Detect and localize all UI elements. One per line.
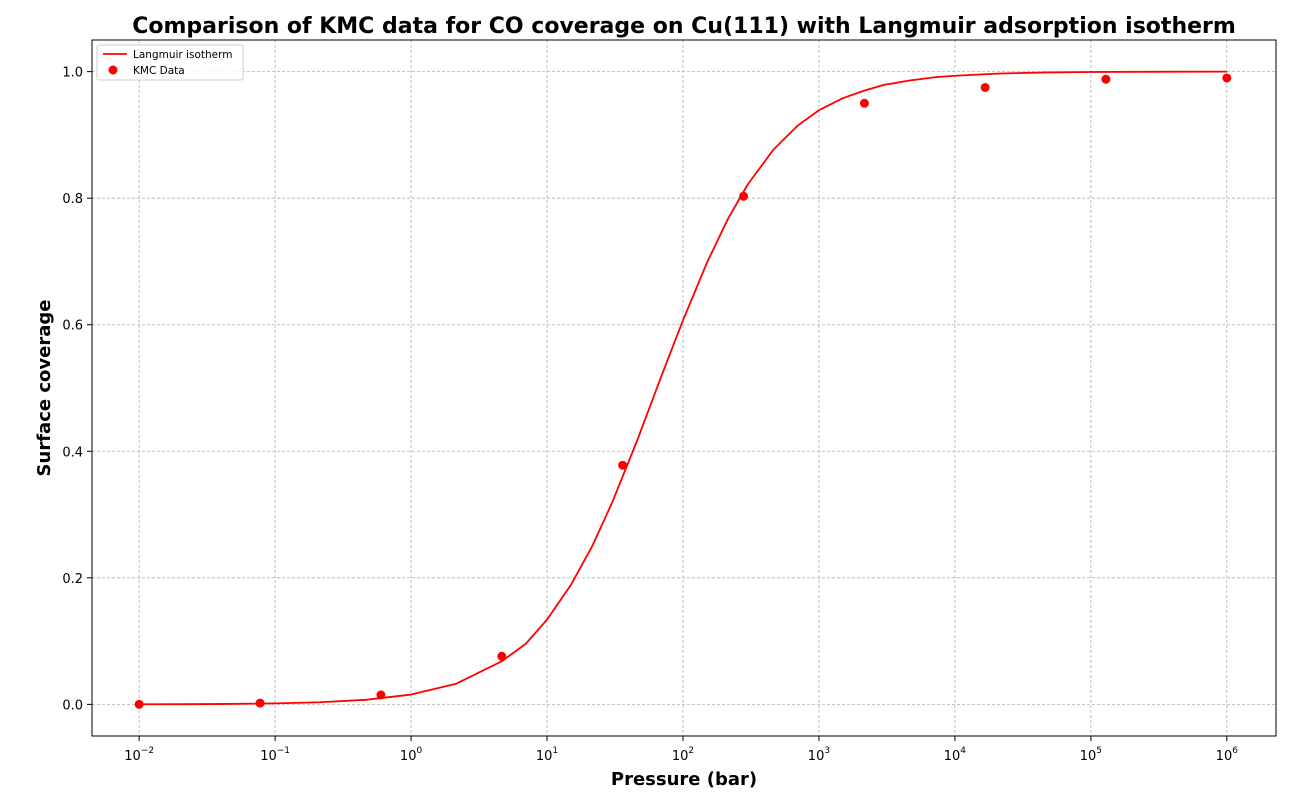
x-tick-label: 106	[1216, 746, 1239, 764]
legend: Langmuir isotherm KMC Data	[96, 44, 244, 81]
kmc-data-point	[1101, 74, 1111, 84]
point-layer	[134, 73, 1232, 709]
kmc-data-point	[376, 690, 386, 700]
legend-dot-swatch	[108, 65, 118, 75]
kmc-data-point	[618, 460, 628, 470]
legend-label-langmuir: Langmuir isotherm	[133, 49, 232, 61]
kmc-data-point	[255, 698, 265, 708]
x-tick-label: 103	[808, 746, 830, 764]
plot-frame	[91, 39, 1277, 737]
y-tick-label: 0.4	[62, 445, 83, 460]
legend-label-kmc: KMC Data	[133, 65, 185, 77]
x-tick-label: 101	[536, 746, 558, 764]
kmc-data-point	[859, 98, 869, 108]
legend-box	[96, 44, 244, 81]
kmc-data-point	[1222, 73, 1232, 83]
kmc-data-point	[134, 699, 144, 709]
kmc-data-point	[739, 191, 749, 201]
kmc-data-point	[980, 82, 990, 92]
x-tick-label: 102	[672, 746, 694, 764]
y-axis-ticks: 0.0 0.2 0.4 0.6 0.8 1.0	[62, 66, 92, 713]
langmuir-isotherm-line	[139, 70, 1227, 706]
y-tick-label: 0.0	[62, 698, 83, 713]
y-axis-label: Surface coverage	[34, 300, 55, 477]
y-tick-label: 0.2	[62, 572, 83, 587]
x-tick-label: 104	[944, 746, 967, 764]
y-tick-label: 0.6	[62, 319, 83, 334]
x-tick-label: 105	[1080, 746, 1102, 764]
y-tick-label: 0.8	[62, 192, 83, 207]
grid-lines	[92, 40, 1276, 736]
x-tick-label: 10−2	[124, 746, 154, 764]
x-tick-label: 100	[400, 746, 423, 764]
series-layer	[139, 70, 1227, 706]
kmc-data-point	[497, 651, 507, 661]
x-axis-ticks: 10−2 10−1 100 101 102 103 104 105 106	[124, 736, 1238, 764]
x-axis-label: Pressure (bar)	[611, 769, 757, 790]
y-tick-label: 1.0	[62, 66, 83, 81]
x-tick-label: 10−1	[260, 746, 290, 764]
chart-title: Comparison of KMC data for CO coverage o…	[132, 14, 1236, 39]
